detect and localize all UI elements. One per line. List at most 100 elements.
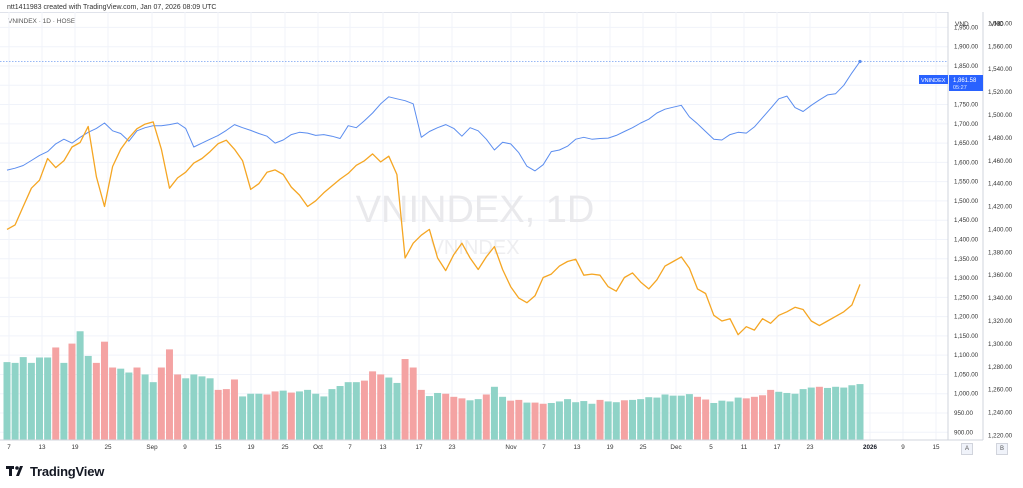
chart-svg[interactable]: VNINDEX, 1D VNINDEX VND VND 1,950.00 1,90… — [0, 0, 1023, 460]
volume-bar — [547, 402, 555, 440]
volume-bar — [27, 362, 35, 440]
volume-bar — [133, 367, 141, 440]
axis-button-b[interactable]: B — [996, 443, 1008, 455]
volume-bar — [815, 386, 823, 440]
volume-bar — [685, 394, 693, 440]
volume-bar — [767, 389, 775, 440]
volume-bar — [799, 389, 807, 440]
right-tick-label: 1,220.00 — [988, 432, 1013, 439]
volume-bar — [287, 392, 295, 440]
left-tick-label: 1,350.00 — [954, 256, 979, 263]
right-tick-label: 1,540.00 — [988, 66, 1013, 73]
volume-bar — [369, 371, 377, 440]
volume-bar — [856, 384, 864, 440]
volume-bar — [612, 402, 620, 440]
volume-bar — [377, 374, 385, 440]
volume-bar — [393, 382, 401, 440]
volume-bar — [466, 400, 474, 440]
left-tick-label: 1,400.00 — [954, 236, 979, 243]
volume-bar — [214, 389, 222, 440]
volume-bar — [255, 393, 263, 440]
right-tick-label: 1,580.00 — [988, 20, 1013, 27]
x-tick-label: 15 — [214, 444, 222, 451]
x-tick-label: 23 — [448, 444, 456, 451]
volume-bar — [677, 395, 685, 440]
left-tick-label: 900.00 — [954, 429, 973, 436]
compare-line — [6, 121, 861, 336]
volume-bar — [385, 377, 393, 440]
volume-bar — [336, 386, 344, 440]
volume-bar — [44, 357, 52, 440]
volume-bar — [68, 343, 76, 440]
right-tick-label: 1,400.00 — [988, 226, 1013, 233]
volume-bar — [304, 389, 312, 440]
volume-bar — [247, 393, 255, 440]
right-tick-label: 1,420.00 — [988, 204, 1013, 211]
volume-bar — [206, 378, 214, 440]
left-tick-label: 1,750.00 — [954, 102, 979, 109]
volume-bar — [637, 399, 645, 440]
volume-bar — [328, 389, 336, 440]
x-tick-label: 25 — [104, 444, 112, 451]
volume-bar — [125, 372, 133, 440]
x-tick-label: 7 — [348, 444, 352, 451]
last-price-dot — [858, 59, 862, 64]
volume-bar — [807, 387, 815, 440]
volume-bar — [352, 382, 360, 440]
left-tick-label: 1,650.00 — [954, 140, 979, 147]
volume-bar — [629, 399, 637, 440]
volume-bar — [295, 391, 303, 440]
volume-bar — [434, 392, 442, 440]
left-tick-label: 1,050.00 — [954, 371, 979, 378]
x-tick-label: 17 — [415, 444, 423, 451]
volume-bar — [174, 374, 182, 440]
left-scale-label: VND — [955, 21, 969, 28]
right-tick-label: 1,560.00 — [988, 43, 1013, 50]
volume-bar — [320, 396, 328, 440]
brand-name: TradingView — [30, 463, 105, 479]
volume-bar — [450, 396, 458, 440]
left-tick-label: 1,550.00 — [954, 179, 979, 186]
volume-bar — [694, 396, 702, 440]
volume-bar — [572, 402, 580, 440]
x-tick-label: Nov — [505, 444, 517, 451]
volume-bar — [52, 347, 60, 440]
x-tick-label: 13 — [573, 444, 581, 451]
volume-bar — [710, 402, 718, 440]
volume-bar — [92, 362, 100, 440]
volume-bar — [157, 367, 165, 440]
left-axis-ticks: 1,950.001,900.001,850.001,800.001,750.00… — [954, 24, 979, 436]
volume-bar — [230, 379, 238, 440]
x-tick-label: 19 — [247, 444, 255, 451]
volume-bar — [19, 357, 27, 440]
volume-bar — [718, 400, 726, 440]
volume-bars — [3, 331, 864, 440]
volume-bar — [60, 362, 68, 440]
volume-bar — [539, 403, 547, 440]
volume-bar — [117, 368, 125, 440]
x-tick-label: Dec — [670, 444, 681, 451]
volume-bar — [344, 382, 352, 440]
volume-bar — [588, 403, 596, 440]
volume-bar — [360, 380, 368, 440]
volume-bar — [832, 386, 840, 440]
x-tick-label: 5 — [709, 444, 713, 451]
volume-bar — [515, 399, 523, 440]
right-tick-label: 1,320.00 — [988, 318, 1013, 325]
volume-bar — [620, 400, 628, 440]
right-tick-label: 1,380.00 — [988, 249, 1013, 256]
volume-bar — [100, 341, 108, 440]
price-tag-timer: 05:27 — [953, 85, 967, 91]
right-tick-label: 1,460.00 — [988, 158, 1013, 165]
volume-bar — [775, 391, 783, 440]
right-axis-ticks: 1,580.00 1,560.00 1,540.00 1,520.00 1,500.00… — [988, 20, 1013, 439]
volume-bar — [726, 401, 734, 440]
volume-bar — [531, 402, 539, 440]
volume-bar — [848, 385, 856, 440]
axis-button-a[interactable]: A — [961, 443, 973, 455]
left-tick-label: 1,900.00 — [954, 44, 979, 51]
x-tick-label: 25 — [639, 444, 647, 451]
left-tick-label: 1,950.00 — [954, 24, 979, 31]
right-tick-label: 1,480.00 — [988, 135, 1013, 142]
left-tick-label: 1,000.00 — [954, 391, 979, 398]
